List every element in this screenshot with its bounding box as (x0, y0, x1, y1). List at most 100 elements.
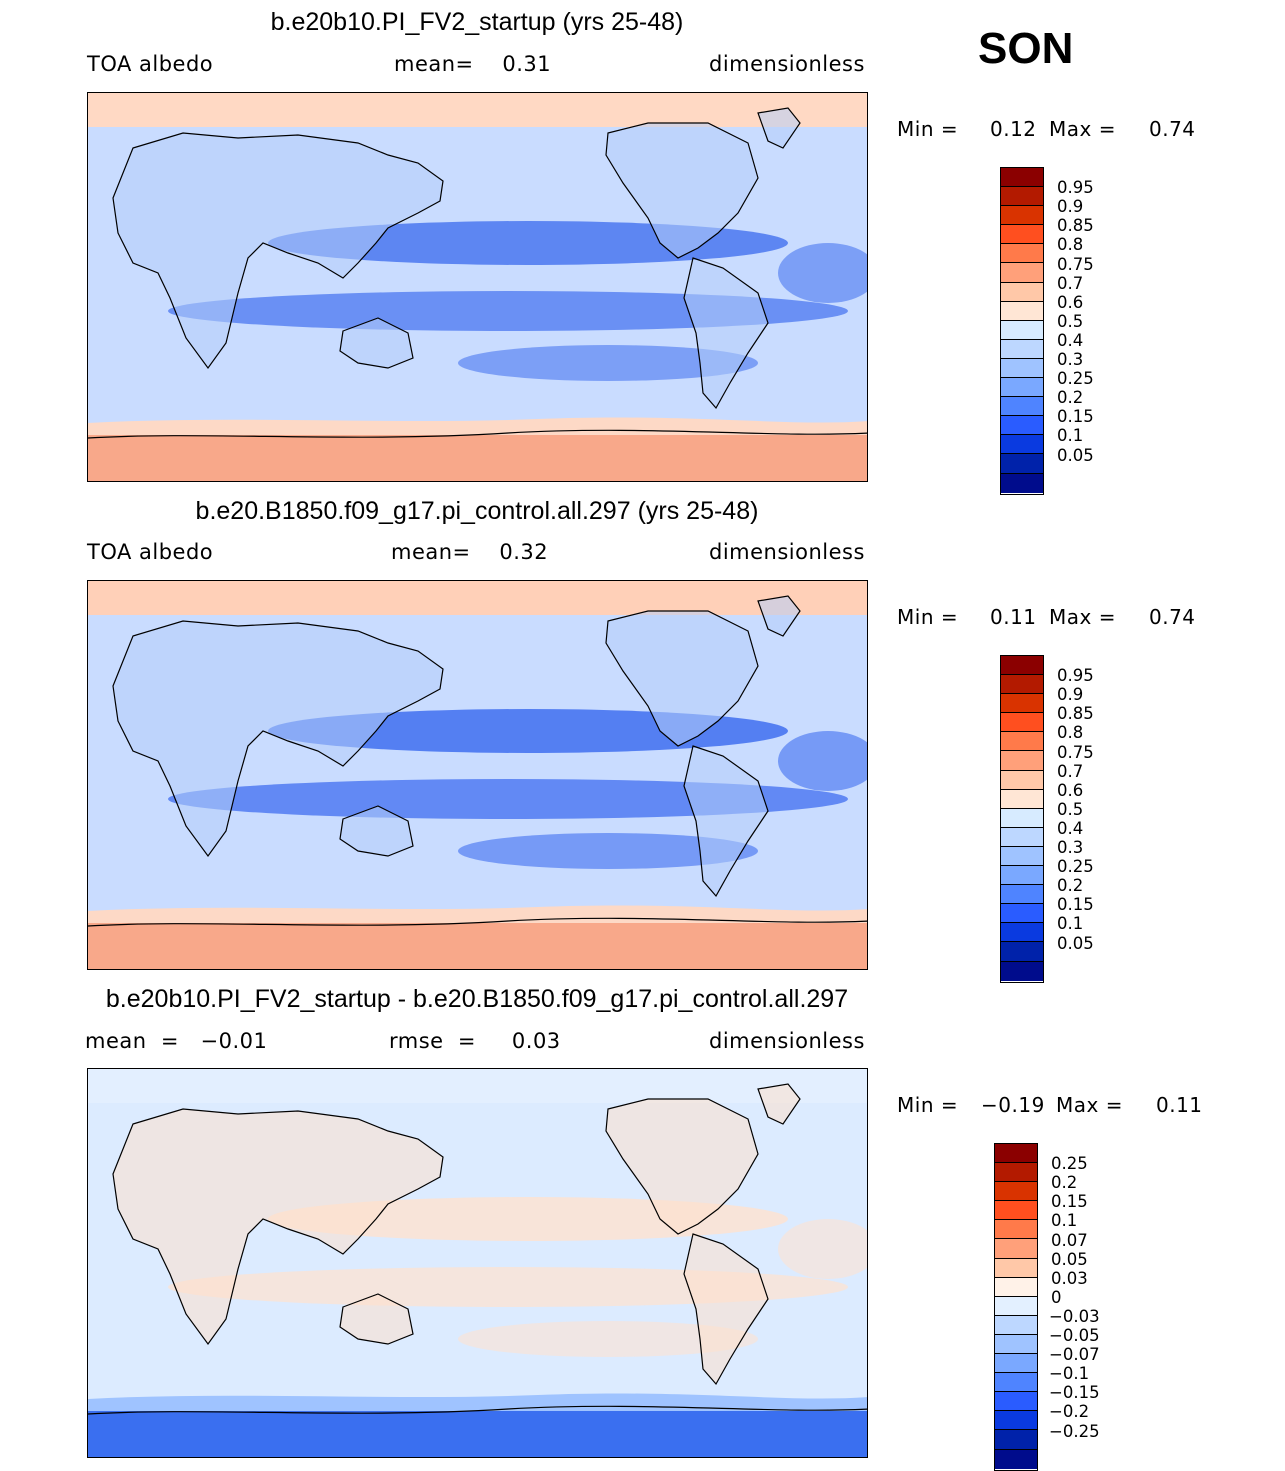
colorbar-label: 0.1 (1057, 426, 1084, 446)
colorbar-swatches (1000, 167, 1044, 495)
colorbar-swatch (1001, 378, 1043, 398)
variable-label: TOA albedo (87, 52, 214, 76)
colorbar-swatch (1001, 187, 1043, 207)
antarctic-coastline (88, 1405, 867, 1415)
colorbar-label: 0.2 (1057, 388, 1084, 408)
colorbar-label: −0.05 (1049, 1326, 1100, 1345)
colorbar-swatch (1001, 675, 1043, 695)
units-label: dimensionless (709, 52, 865, 76)
colorbar-swatch (1001, 656, 1043, 676)
colorbar-swatch (995, 1258, 1037, 1278)
colorbar-swatch (995, 1334, 1037, 1355)
colorbar-swatch (1001, 320, 1043, 340)
colorbar-label: 0.15 (1051, 1192, 1088, 1212)
colorbar-swatch (1001, 416, 1043, 436)
units-label: dimensionless (709, 540, 865, 564)
season-label: SON (978, 24, 1074, 73)
colorbar-label: 0.25 (1051, 1154, 1088, 1174)
coastline (605, 1098, 759, 1235)
colorbar-label: 0.1 (1051, 1211, 1078, 1231)
panel-title: b.e20b10.PI_FV2_startup (yrs 25-48) (270, 8, 684, 36)
colorbar-label: 0.5 (1057, 799, 1084, 819)
coastline (339, 1293, 414, 1345)
min-value: 0.12 (990, 117, 1037, 141)
colorbar-swatch (1001, 435, 1043, 455)
variable-label: TOA albedo (87, 540, 214, 564)
colorbar-label: 0.85 (1057, 704, 1094, 724)
colorbar-label: 0.03 (1051, 1268, 1088, 1288)
coastline (683, 257, 769, 410)
max-label: Max = (1056, 1093, 1123, 1117)
antarctic-band (88, 919, 867, 969)
coastline (112, 1108, 444, 1346)
antarctic-band (88, 1407, 867, 1457)
colorbar-swatch (1001, 961, 1043, 981)
colorbar-label: 0.75 (1057, 254, 1094, 274)
panel-title: b.e20.B1850.f09_g17.pi_control.all.297 (… (195, 497, 759, 525)
colorbar-swatch (1001, 244, 1043, 264)
coastline (112, 132, 444, 370)
colorbar-label: 0.4 (1057, 818, 1084, 838)
min-value: −0.19 (981, 1093, 1045, 1117)
colorbar-label: 0.95 (1057, 666, 1094, 686)
antarctic-coastline (88, 917, 867, 927)
coastline (757, 107, 801, 149)
antarctic-band (88, 431, 867, 481)
coastline (683, 745, 769, 898)
colorbar-label: 0.4 (1057, 330, 1084, 350)
colorbar-label: 0.15 (1057, 407, 1094, 427)
max-value: 0.74 (1149, 605, 1196, 629)
colorbar-swatch (1001, 168, 1043, 188)
colorbar-swatch (1001, 358, 1043, 379)
colorbar-label: 0 (1051, 1287, 1062, 1307)
colorbar-swatch (995, 1182, 1037, 1202)
colorbar-label: −0.03 (1049, 1306, 1100, 1326)
max-value: 0.74 (1149, 117, 1196, 141)
colorbar-swatch (1001, 473, 1043, 493)
colorbar-swatch (1001, 942, 1043, 962)
coastline (112, 620, 444, 858)
arctic-band (88, 1069, 867, 1103)
colorbar-label: −0.2 (1049, 1402, 1090, 1422)
colorbar-swatch (1001, 454, 1043, 474)
colorbar-swatch (1001, 770, 1043, 790)
atlantic-band (778, 243, 867, 303)
colorbar-label: 0.3 (1057, 838, 1084, 857)
rmse-label: rmse = 0.03 (389, 1029, 561, 1053)
colorbar-swatch (995, 1163, 1037, 1183)
tropical-band (168, 291, 848, 331)
colorbar-swatch (995, 1277, 1037, 1297)
colorbar-label: 0.05 (1057, 445, 1094, 465)
colorbar-swatch (995, 1144, 1037, 1164)
colorbar-swatches (1000, 655, 1044, 983)
coastline (605, 610, 759, 747)
colorbar-label: 0.8 (1057, 235, 1084, 255)
albedo-map (87, 580, 868, 970)
units-label: dimensionless (709, 1029, 865, 1053)
colorbar-swatch (1001, 846, 1043, 867)
colorbar-label: 0.9 (1057, 197, 1084, 217)
colorbar-label: 0.2 (1057, 876, 1084, 896)
colorbar-swatch (1001, 923, 1043, 943)
colorbar-label: 0.8 (1057, 723, 1084, 743)
colorbar-swatch (995, 1239, 1037, 1259)
mean-label: mean= 0.32 (391, 540, 549, 564)
colorbar-label: 0.2 (1051, 1173, 1078, 1193)
colorbar-swatch (1001, 866, 1043, 886)
max-value: 0.11 (1156, 1093, 1203, 1117)
colorbar-swatch (1001, 397, 1043, 417)
colorbar-swatch (1001, 713, 1043, 733)
colorbar-swatch (995, 1373, 1037, 1393)
albedo-map (87, 92, 868, 482)
colorbar-swatch (995, 1354, 1037, 1374)
colorbar-swatch (1001, 301, 1043, 321)
colorbar-label: −0.15 (1049, 1383, 1100, 1403)
colorbar-label: 0.6 (1057, 292, 1084, 312)
arctic-band (88, 581, 867, 615)
coastline (339, 805, 414, 857)
min-value: 0.11 (990, 605, 1037, 629)
colorbar-swatch (995, 1220, 1037, 1240)
colorbar-swatch (995, 1411, 1037, 1431)
colorbar-swatch (1001, 885, 1043, 905)
coastline (683, 1233, 769, 1386)
